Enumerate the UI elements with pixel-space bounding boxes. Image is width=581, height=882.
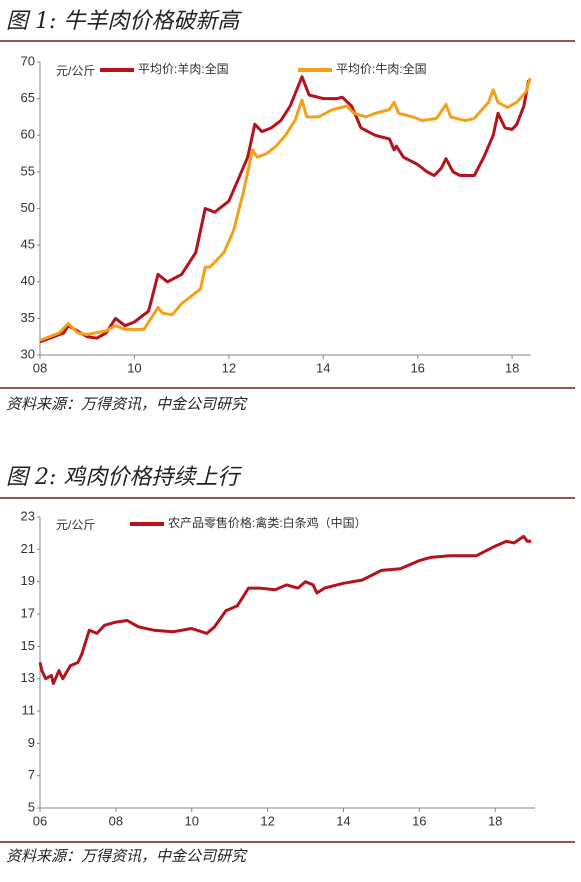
- figure-title: 图 1: 牛羊肉价格破新高: [6, 9, 242, 34]
- y-tick-label: 40: [21, 273, 35, 288]
- y-axis-label: 元/公斤: [56, 518, 95, 532]
- y-tick-label: 11: [22, 702, 36, 717]
- y-tick-label: 7: [28, 767, 35, 782]
- x-tick-label: 18: [488, 813, 502, 828]
- x-tick-label: 08: [109, 813, 123, 828]
- series-line: [39, 77, 532, 342]
- source: 资料来源：万得资讯，中金公司研究: [6, 847, 248, 865]
- y-tick-label: 30: [21, 346, 35, 361]
- x-tick-label: 10: [184, 813, 198, 828]
- y-tick-label: 5: [28, 799, 35, 814]
- x-tick-label: 08: [33, 360, 47, 375]
- legend-label: 农产品零售价格:禽类:白条鸡（中国）: [168, 515, 367, 530]
- y-tick-label: 17: [21, 605, 35, 620]
- x-tick-label: 18: [505, 360, 519, 375]
- x-tick-label: 14: [336, 813, 350, 828]
- x-tick-label: 12: [260, 813, 274, 828]
- y-tick-label: 50: [21, 200, 35, 215]
- y-tick-label: 19: [21, 573, 35, 588]
- x-tick-label: 06: [33, 813, 47, 828]
- legend-label: 平均价:牛肉:全国: [336, 61, 427, 76]
- y-tick-label: 23: [21, 508, 35, 523]
- y-tick-label: 65: [21, 90, 35, 105]
- series-line: [38, 534, 532, 685]
- series-line: [39, 75, 531, 344]
- y-tick-label: 45: [21, 237, 35, 252]
- figure-title: 图 2: 鸡肉价格持续上行: [6, 465, 242, 490]
- y-tick-label: 60: [21, 127, 35, 142]
- y-tick-label: 21: [21, 541, 35, 556]
- y-tick-label: 13: [21, 670, 35, 685]
- x-tick-label: 16: [410, 360, 424, 375]
- x-tick-label: 12: [222, 360, 236, 375]
- y-axis-label: 元/公斤: [56, 64, 95, 78]
- x-tick-label: 16: [412, 813, 426, 828]
- legend-label: 平均价:羊肉:全国: [138, 61, 229, 76]
- y-tick-label: 70: [21, 53, 35, 68]
- source: 资料来源：万得资讯，中金公司研究: [6, 395, 248, 413]
- y-tick-label: 35: [21, 310, 35, 325]
- x-tick-label: 14: [316, 360, 330, 375]
- y-tick-label: 55: [21, 163, 35, 178]
- y-tick-label: 15: [21, 638, 35, 653]
- y-tick-label: 9: [28, 735, 35, 750]
- x-tick-label: 10: [127, 360, 141, 375]
